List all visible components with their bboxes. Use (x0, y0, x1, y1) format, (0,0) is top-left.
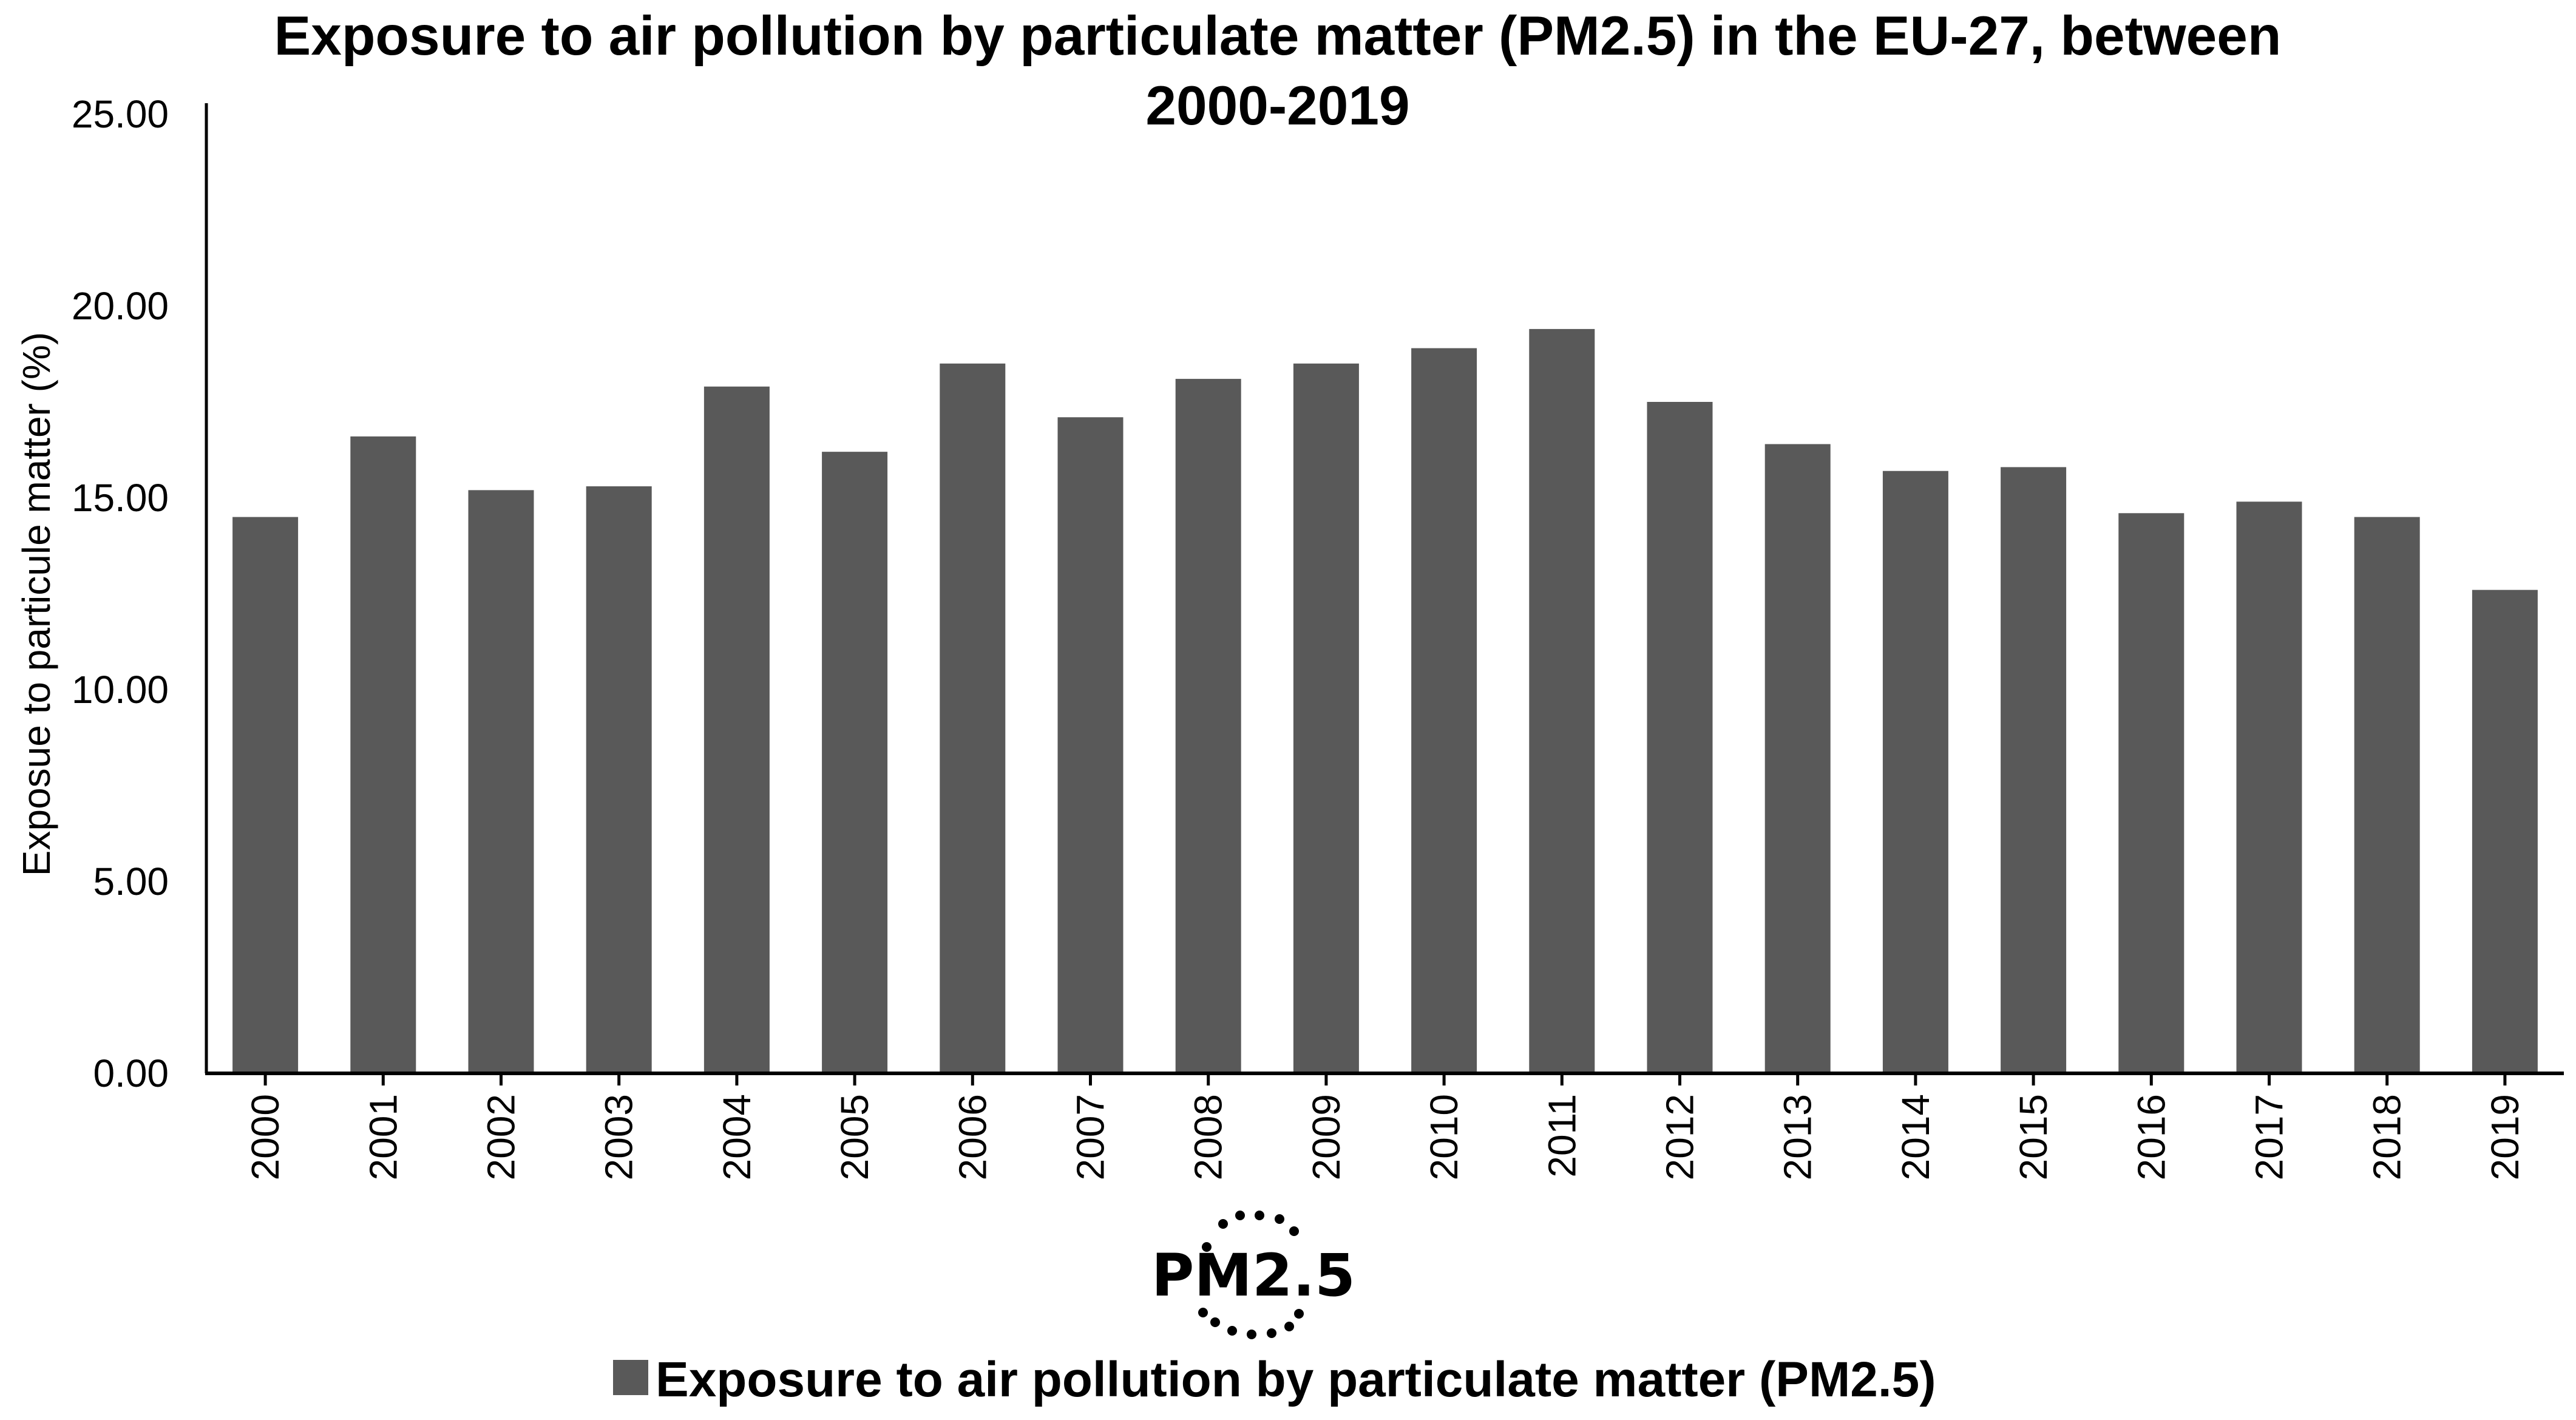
particle-dot (1294, 1309, 1304, 1319)
x-tick-label: 2003 (597, 1094, 641, 1180)
particle-dot (1198, 1308, 1208, 1317)
particle-dot (1275, 1214, 1284, 1224)
legend-swatch (613, 1360, 648, 1395)
bar (350, 436, 416, 1073)
x-tick-label: 2012 (1658, 1094, 1702, 1180)
legend-label: Exposure to air pollution by particulate… (656, 1352, 1936, 1407)
bar (1293, 363, 1359, 1073)
bar (1175, 379, 1241, 1073)
y-tick-label: 25.00 (72, 92, 169, 136)
bar (1647, 402, 1713, 1073)
chart-title-line-2: 2000-2019 (1145, 75, 1409, 137)
bar (468, 490, 534, 1073)
bar (1057, 417, 1124, 1073)
x-tick-label: 2001 (361, 1094, 405, 1180)
x-tick-label: 2019 (2483, 1094, 2527, 1180)
bar (1764, 444, 1831, 1073)
chart-title-line-1: Exposure to air pollution by particulate… (274, 5, 2282, 67)
bar (822, 452, 888, 1073)
bars (232, 328, 2538, 1074)
pm25-logo: PM2.5 (1151, 1211, 1355, 1339)
particle-dot (1235, 1211, 1245, 1220)
bar (232, 517, 299, 1073)
particle-dot (1255, 1211, 1264, 1220)
bar (703, 386, 770, 1073)
x-tick-label: 2018 (2365, 1094, 2409, 1180)
x-tick-label: 2002 (480, 1094, 523, 1180)
x-tick-label: 2010 (1422, 1094, 1466, 1180)
pm25-logo-label: PM2.5 (1151, 1242, 1355, 1310)
particle-dot (1289, 1226, 1299, 1236)
x-tick-label: 2017 (2248, 1094, 2291, 1180)
y-tick-label: 0.00 (93, 1051, 169, 1095)
x-tick-label: 2009 (1304, 1094, 1348, 1180)
x-tick-label: 2014 (1894, 1094, 1937, 1180)
y-axis-ticks: 0.00 5.00 10.00 15.00 20.00 25.00 (72, 92, 169, 1095)
bar (2236, 501, 2302, 1073)
bar (940, 363, 1006, 1073)
y-tick-label: 15.00 (72, 476, 169, 520)
x-tick-label: 2011 (1540, 1094, 1584, 1178)
particle-dot (1267, 1328, 1276, 1338)
bar (2472, 589, 2538, 1073)
bar (586, 486, 652, 1073)
chart-title: Exposure to air pollution by particulate… (274, 5, 2282, 137)
particle-dot (1247, 1330, 1256, 1339)
particle-dot (1202, 1242, 1212, 1252)
bar (1411, 348, 1477, 1073)
bar (2001, 467, 2067, 1073)
x-tick-label: 2008 (1187, 1094, 1230, 1180)
x-axis-ticks: 2000 2001 2002 2003 2004 2005 2006 2007 2008 2009… (243, 1073, 2527, 1180)
y-axis-title: Exposue to particule matter (%) (15, 332, 58, 876)
x-tick-label: 2016 (2129, 1094, 2173, 1180)
y-tick-label: 20.00 (72, 284, 169, 328)
x-tick-label: 2007 (1069, 1094, 1113, 1180)
bar (1882, 471, 1948, 1073)
pm25-particle-icon (1198, 1211, 1304, 1339)
x-tick-label: 2015 (2012, 1094, 2055, 1180)
x-tick-label: 2006 (951, 1094, 994, 1180)
bar (2354, 517, 2420, 1073)
bar (1529, 328, 1595, 1074)
y-tick-label: 5.00 (93, 860, 169, 903)
particle-dot (1284, 1322, 1294, 1331)
legend: Exposure to air pollution by particulate… (613, 1352, 1936, 1407)
particle-dot (1210, 1317, 1220, 1327)
particle-dot (1218, 1219, 1228, 1229)
x-tick-label: 2004 (715, 1094, 759, 1180)
bar (2118, 513, 2185, 1073)
x-tick-label: 2005 (833, 1094, 876, 1180)
x-tick-label: 2013 (1776, 1094, 1820, 1180)
x-tick-label: 2000 (243, 1094, 287, 1180)
particle-dot (1227, 1326, 1237, 1336)
y-tick-label: 10.00 (72, 668, 169, 712)
